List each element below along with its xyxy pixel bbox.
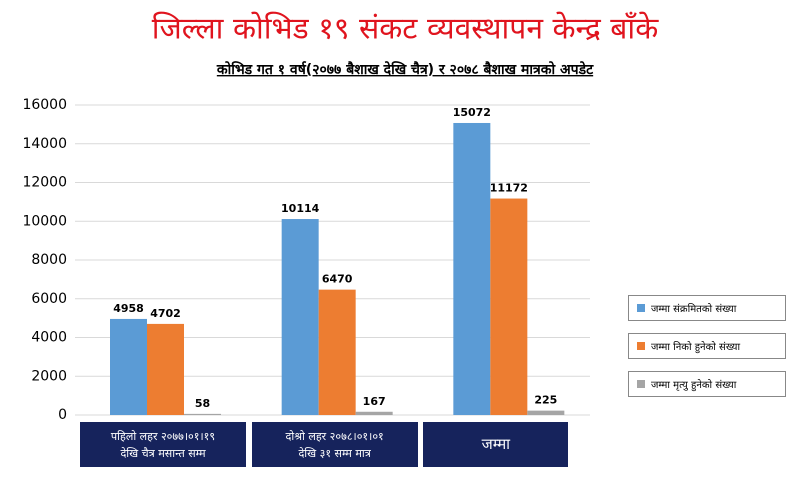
legend-label: जम्मा निको हुनेको संख्या: [651, 342, 741, 353]
x-tick-label: देखि ३१ सम्म मात्र: [298, 446, 371, 460]
legend-label: जम्मा मृत्यु हुनेको संख्या: [651, 380, 737, 391]
x-tick-label: देखि चैत्र मसान्त सम्म: [120, 446, 206, 460]
legend-swatch: [637, 380, 645, 388]
bar: [281, 219, 319, 415]
data-label: 6470: [322, 273, 353, 286]
y-tick-label: 0: [58, 407, 67, 423]
legend-item: जम्मा संक्रमितको संख्या: [628, 295, 786, 321]
bar: [490, 198, 528, 415]
category-box: जम्मा: [423, 422, 569, 467]
x-tick-label: जम्मा: [481, 435, 511, 453]
y-tick-label: 14000: [22, 136, 67, 152]
y-tick-label: 12000: [22, 175, 67, 191]
legend-label: जम्मा संक्रमितको संख्या: [651, 304, 737, 315]
bar: [110, 318, 147, 415]
data-label: 15072: [453, 106, 491, 119]
bar: [355, 411, 393, 415]
bar: [147, 323, 184, 415]
legend-swatch: [637, 304, 645, 312]
category-box: दोश्रो लहर २०७८।०१।०१ देखि ३१ सम्म मात्र: [251, 422, 418, 467]
y-tick-label: 8000: [31, 252, 67, 268]
data-label: 167: [363, 395, 386, 408]
y-tick-label: 4000: [31, 330, 67, 346]
bar: [184, 413, 221, 415]
bar: [453, 122, 491, 415]
y-tick-label: 16000: [22, 97, 67, 113]
data-label: 10114: [281, 202, 320, 215]
data-label: 11172: [490, 182, 528, 195]
chart-title: जिल्ला कोभिड १९ संकट व्यवस्थापन केन्द्र …: [152, 12, 659, 47]
bar: [318, 289, 356, 415]
bar: [527, 410, 565, 415]
y-tick-label: 2000: [31, 368, 67, 384]
legend-item: जम्मा मृत्यु हुनेको संख्या: [628, 371, 786, 397]
data-label: 225: [534, 394, 557, 407]
category-box: पहिलो लहर २०७७।०१।१९ देखि चैत्र मसान्त सम…: [80, 422, 246, 467]
data-label: 4958: [113, 302, 144, 315]
data-label: 4702: [150, 307, 181, 320]
x-tick-label: पहिलो लहर २०७७।०१।१९: [110, 429, 216, 443]
y-tick-label: 10000: [22, 213, 67, 229]
legend-swatch: [637, 342, 645, 350]
legend-item: जम्मा निको हुनेको संख्या: [628, 333, 786, 359]
chart-subtitle: कोभिड गत १ वर्ष(२०७७ बैशाख देखि चैत्र) र…: [216, 61, 594, 78]
y-tick-label: 6000: [31, 291, 67, 307]
x-tick-label: दोश्रो लहर २०७८।०१।०१: [285, 429, 384, 443]
data-label: 58: [195, 397, 210, 410]
